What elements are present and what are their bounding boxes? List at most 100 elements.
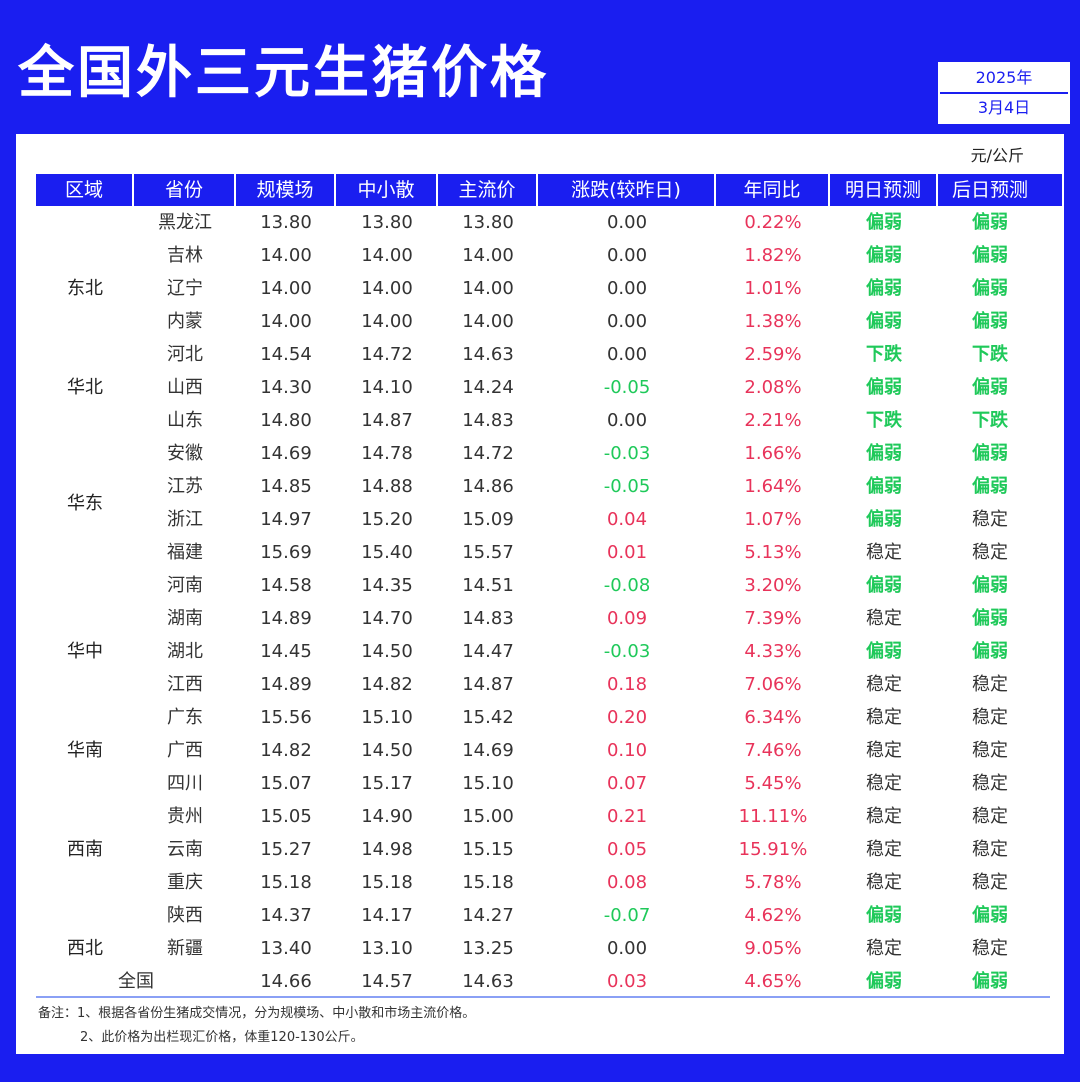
change-cell: 0.05 [606, 839, 648, 860]
change-cell: 0.00 [606, 344, 648, 365]
yoy-cell: 5.78% [744, 872, 802, 893]
region-label: 西北 [67, 938, 103, 959]
change-cell: 0.00 [606, 278, 648, 299]
province-cell: 辽宁 [167, 278, 203, 299]
province-cell: 浙江 [167, 509, 203, 530]
province-cell: 江苏 [167, 476, 203, 497]
yoy-cell: 2.59% [744, 344, 802, 365]
table-row: 广东 15.56 15.10 15.42 0.20 6.34% 稳定 稳定 [36, 701, 1062, 734]
change-cell: 0.07 [606, 773, 648, 794]
region-cell [36, 899, 134, 932]
tomorrow-forecast-cell: 偏弱 [866, 443, 902, 464]
region-cell [36, 767, 134, 800]
main-price-cell: 13.25 [462, 938, 514, 959]
after-tomorrow-forecast-cell: 偏弱 [972, 476, 1008, 497]
tomorrow-forecast-cell: 下跌 [866, 410, 902, 431]
after-tomorrow-forecast-cell: 偏弱 [972, 245, 1008, 266]
table-header: 区域 省份 规模场 中小散 主流价 涨跌(较昨日) 年同比 明日预测 后日预测 [36, 174, 1062, 206]
after-tomorrow-forecast-cell: 偏弱 [972, 575, 1008, 596]
table-row: 广西 14.82 14.50 14.69 0.10 7.46% 稳定 稳定 [36, 734, 1062, 767]
small-farm-cell: 14.00 [361, 278, 413, 299]
main-price-cell: 15.00 [462, 806, 514, 827]
table-row: 湖北 14.45 14.50 14.47 -0.03 4.33% 偏弱 偏弱 [36, 635, 1062, 668]
small-farm-cell: 14.78 [361, 443, 413, 464]
region-cell [36, 305, 134, 338]
small-farm-cell: 15.40 [361, 542, 413, 563]
large-farm-cell: 14.66 [260, 971, 312, 992]
header-change: 涨跌(较昨日) [538, 174, 716, 206]
large-farm-cell: 14.00 [260, 245, 312, 266]
yoy-cell: 1.01% [744, 278, 802, 299]
table-row: 黑龙江 13.80 13.80 13.80 0.00 0.22% 偏弱 偏弱 [36, 206, 1062, 239]
change-cell: 0.08 [606, 872, 648, 893]
province-cell: 湖南 [167, 608, 203, 629]
header-large-farm: 规模场 [236, 174, 336, 206]
after-tomorrow-forecast-cell: 偏弱 [972, 377, 1008, 398]
main-price-cell: 15.57 [462, 542, 514, 563]
yoy-cell: 15.91% [738, 839, 808, 860]
change-cell: -0.05 [603, 377, 651, 398]
header-main-price: 主流价 [438, 174, 538, 206]
yoy-cell: 4.33% [744, 641, 802, 662]
after-tomorrow-forecast-cell: 稳定 [972, 872, 1008, 893]
small-farm-cell: 14.57 [361, 971, 413, 992]
table-row: 福建 15.69 15.40 15.57 0.01 5.13% 稳定 稳定 [36, 536, 1062, 569]
table-body: 黑龙江 13.80 13.80 13.80 0.00 0.22% 偏弱 偏弱 吉林 14.00 14… [36, 206, 1062, 998]
tomorrow-forecast-cell: 稳定 [866, 839, 902, 860]
large-farm-cell: 14.80 [260, 410, 312, 431]
large-farm-cell: 14.54 [260, 344, 312, 365]
after-tomorrow-forecast-cell: 稳定 [972, 773, 1008, 794]
main-price-cell: 15.10 [462, 773, 514, 794]
large-farm-cell: 15.69 [260, 542, 312, 563]
after-tomorrow-forecast-cell: 稳定 [972, 509, 1008, 530]
yoy-cell: 6.34% [744, 707, 802, 728]
small-farm-cell: 14.00 [361, 311, 413, 332]
province-cell: 安徽 [167, 443, 203, 464]
date-day: 3月4日 [940, 92, 1068, 122]
main-price-cell: 14.00 [462, 278, 514, 299]
small-farm-cell: 14.82 [361, 674, 413, 695]
large-farm-cell: 14.89 [260, 608, 312, 629]
main-price-cell: 14.72 [462, 443, 514, 464]
change-cell: -0.07 [603, 905, 651, 926]
main-price-cell: 14.24 [462, 377, 514, 398]
region-cell [36, 800, 134, 833]
tomorrow-forecast-cell: 偏弱 [866, 905, 902, 926]
change-cell: 0.21 [606, 806, 648, 827]
small-farm-cell: 14.87 [361, 410, 413, 431]
main-price-cell: 14.00 [462, 245, 514, 266]
header-tomorrow: 明日预测 [830, 174, 938, 206]
after-tomorrow-forecast-cell: 偏弱 [972, 311, 1008, 332]
after-tomorrow-forecast-cell: 偏弱 [972, 212, 1008, 233]
small-farm-cell: 14.90 [361, 806, 413, 827]
change-cell: 0.00 [606, 311, 648, 332]
large-farm-cell: 14.82 [260, 740, 312, 761]
change-cell: 0.01 [606, 542, 648, 563]
province-cell: 江西 [167, 674, 203, 695]
small-farm-cell: 14.88 [361, 476, 413, 497]
yoy-cell: 2.21% [744, 410, 802, 431]
change-cell: 0.20 [606, 707, 648, 728]
table-row: 内蒙 14.00 14.00 14.00 0.00 1.38% 偏弱 偏弱 [36, 305, 1062, 338]
region-cell [36, 437, 134, 470]
table-row: 湖南 14.89 14.70 14.83 0.09 7.39% 稳定 偏弱 [36, 602, 1062, 635]
province-cell: 贵州 [167, 806, 203, 827]
yoy-cell: 7.46% [744, 740, 802, 761]
yoy-cell: 1.64% [744, 476, 802, 497]
tomorrow-forecast-cell: 偏弱 [866, 971, 902, 992]
tomorrow-forecast-cell: 偏弱 [866, 575, 902, 596]
tomorrow-forecast-cell: 偏弱 [866, 212, 902, 233]
small-farm-cell: 14.00 [361, 245, 413, 266]
table-row: 辽宁 14.00 14.00 14.00 0.00 1.01% 偏弱 偏弱 [36, 272, 1062, 305]
province-cell: 广西 [167, 740, 203, 761]
tomorrow-forecast-cell: 偏弱 [866, 476, 902, 497]
after-tomorrow-forecast-cell: 偏弱 [972, 905, 1008, 926]
change-cell: -0.08 [603, 575, 651, 596]
table-row: 吉林 14.00 14.00 14.00 0.00 1.82% 偏弱 偏弱 [36, 239, 1062, 272]
note-line-2: 2、此价格为出栏现汇价格，体重120-130公斤。 [80, 1030, 364, 1045]
after-tomorrow-forecast-cell: 稳定 [972, 740, 1008, 761]
change-cell: 0.00 [606, 212, 648, 233]
tomorrow-forecast-cell: 偏弱 [866, 377, 902, 398]
yoy-cell: 1.38% [744, 311, 802, 332]
total-row: 全国 14.66 14.57 14.63 0.03 4.65% 偏弱 偏弱 [36, 965, 1062, 998]
